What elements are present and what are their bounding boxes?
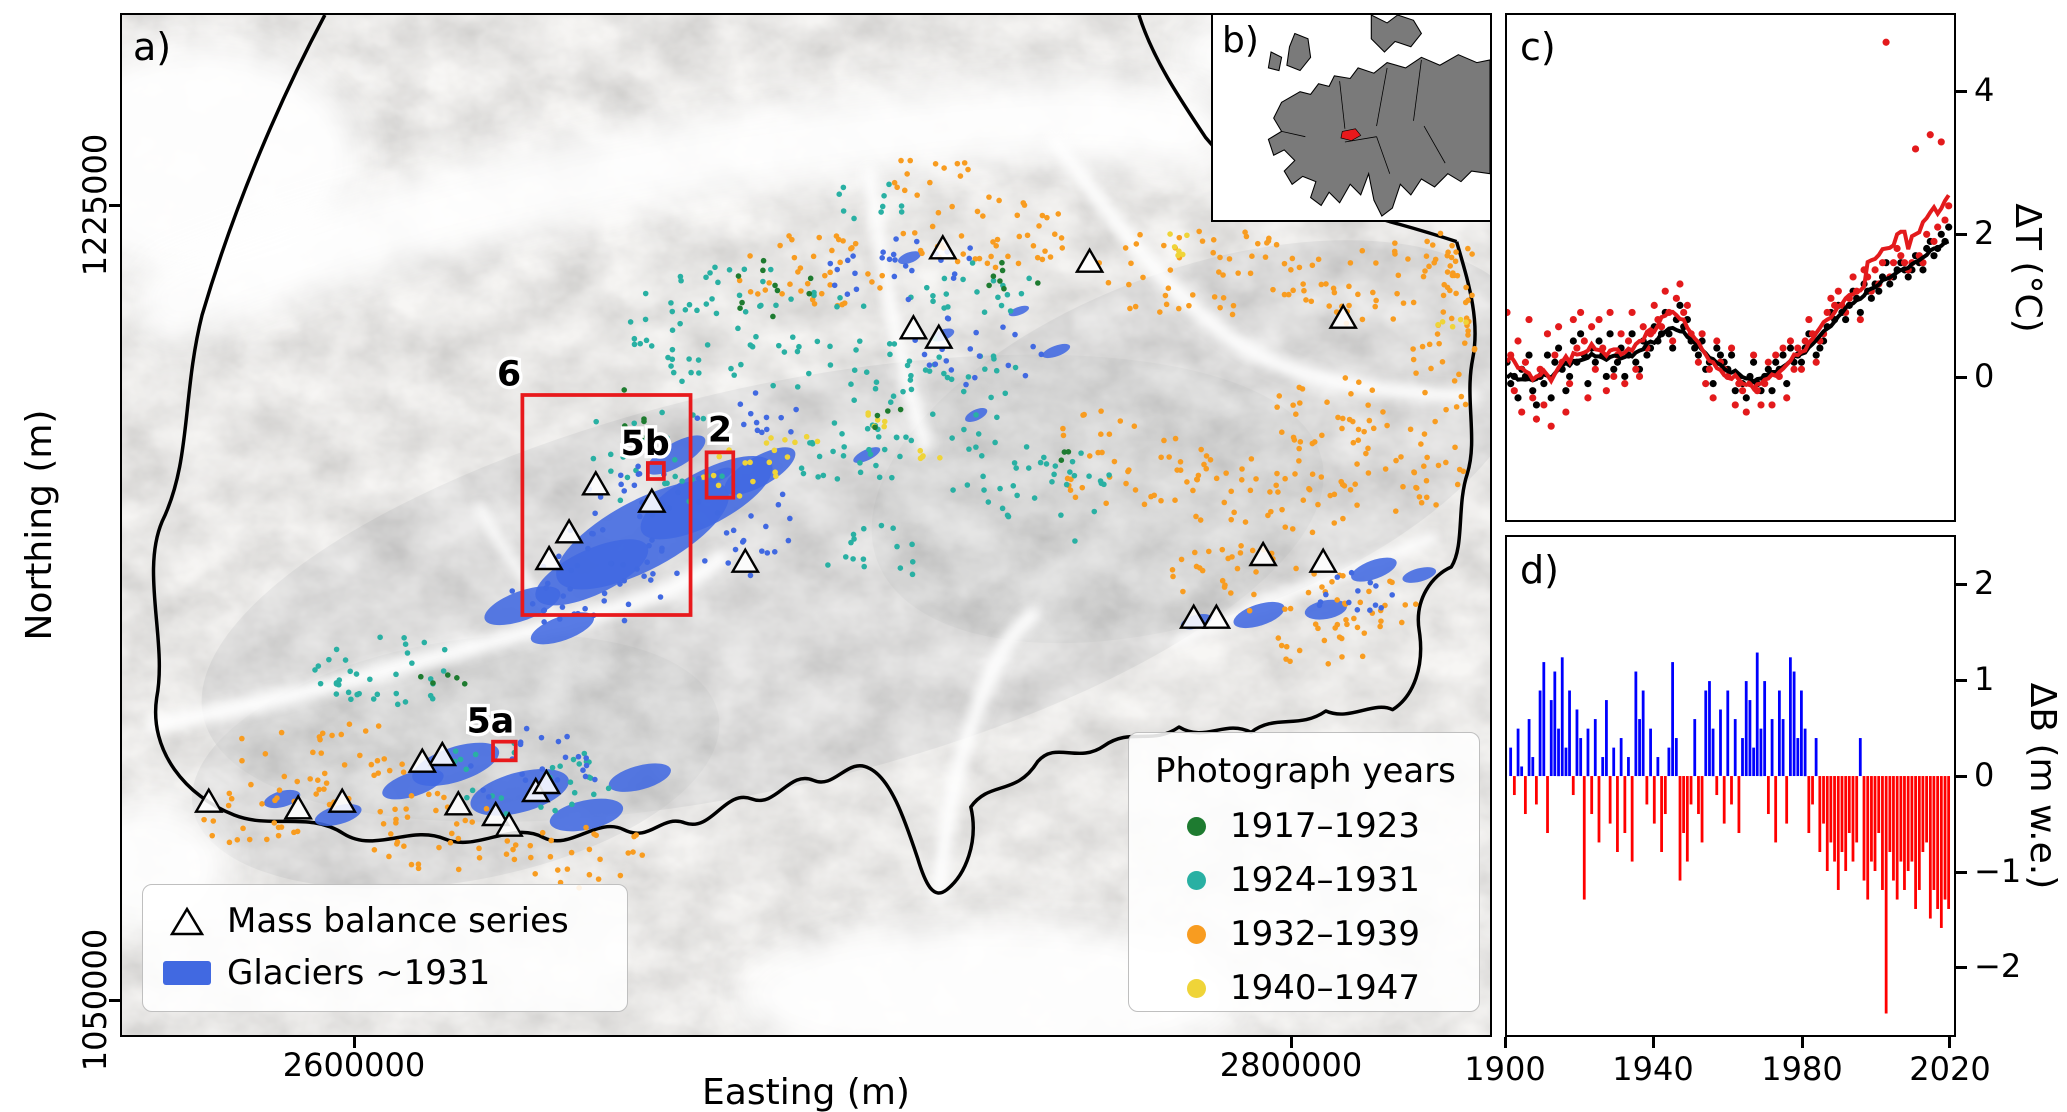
valley-ribbons [132,76,1481,901]
legend-row-1917-1923: 1917–1923 [1151,799,1479,853]
year-tick-1940: 1940 [1612,1050,1694,1088]
y-tick-mark [109,204,120,207]
db-tick-mark [1956,871,1967,874]
switzerland-map: 6 2 5b 5a [122,15,1490,1035]
great-britain [1286,32,1312,72]
legend-row-1924-1931: 1924–1931 [1151,853,1479,907]
panel-b-label: b) [1222,20,1259,61]
glacier-swatch-icon [161,961,213,985]
db-tick-mark [1956,966,1967,969]
smoothed-line-red [1507,194,1951,392]
year-tick-1900: 1900 [1464,1050,1546,1088]
temperature-chart [1507,38,1953,430]
scatter-black [1507,223,1953,409]
dt-tick-2: 2 [1974,214,1995,252]
green-dot-icon [1187,816,1206,836]
europe-landmass [1267,15,1490,217]
europe-inset-map [1213,15,1490,220]
db-tick-neg1: −1 [1974,852,2022,890]
dt-tick-mark [1956,233,1967,236]
focus-box-6 [520,393,693,617]
easting-axis-label: Easting (m) [702,1072,910,1112]
year-tick-mark [1948,1037,1951,1048]
map-legend: Mass balance series Glaciers ~1931 [142,884,628,1012]
legend-row-glaciers: Glaciers ~1931 [161,947,627,999]
legend-label: 1924–1931 [1230,860,1421,900]
panel-a-label: a) [133,25,172,69]
focus-boxes: 6 2 5b 5a [463,351,736,763]
dt-tick-mark [1956,90,1967,93]
x-tick-mark [353,1037,356,1048]
mass-balance-bars [1509,652,1951,1014]
y-tick-mark [109,999,120,1002]
x-tick-mark [1290,1037,1293,1048]
dt-axis-label: ΔT (°C) [2007,203,2048,333]
db-tick-mark [1956,583,1967,586]
dt-tick-mark [1956,376,1967,379]
easting-tick-2800000: 2800000 [1219,1046,1363,1084]
legend-row-mass-balance: Mass balance series [161,895,627,947]
legend-row-1932-1939: 1932–1939 [1151,907,1479,961]
db-tick-1: 1 [1974,660,1995,698]
triangle-marker-icon [161,905,213,937]
focus-box-label: 6 [497,355,521,395]
legend-label: 1917–1923 [1230,806,1421,846]
photograph-years-legend: Photograph years 1917–1923 1924–1931 193… [1128,732,1480,1012]
focus-box-5a [491,739,518,763]
focus-box-label: 2 [708,411,732,451]
smoothed-line-black [1507,239,1950,385]
legend-label: Mass balance series [227,901,569,941]
yellow-dot-icon [1187,978,1206,998]
easting-tick-2600000: 2600000 [282,1046,426,1084]
temperature-chart-panel [1505,13,1956,522]
mass-balance-triangles [193,233,1358,837]
legend-row-1940-1947: 1940–1947 [1151,961,1479,1015]
europe-inset [1211,13,1492,222]
year-tick-2020: 2020 [1909,1050,1991,1088]
ireland [1267,51,1283,72]
year-tick-1980: 1980 [1761,1050,1843,1088]
db-tick-mark [1956,775,1967,778]
db-tick-0: 0 [1974,756,1995,794]
focus-box-2 [704,450,736,500]
year-tick-mark [1504,1037,1507,1048]
mass-balance-chart [1509,652,1951,1014]
map-panel: 6 2 5b 5a [120,13,1492,1037]
photograph-years-title: Photograph years [1155,751,1456,791]
northing-axis-label: Northing (m) [19,409,60,641]
panel-d-label: d) [1520,548,1559,592]
dt-tick-4: 4 [1974,71,1995,109]
dt-tick-0: 0 [1974,357,1995,395]
year-tick-mark [1801,1037,1804,1048]
focus-box-label: 5b [621,424,670,464]
country-borders [1281,59,1446,174]
switzerland-highlight [1340,128,1362,141]
orange-dot-icon [1187,924,1206,944]
legend-label: Glaciers ~1931 [227,953,491,993]
db-axis-label: ΔB (m w.e.) [2022,682,2063,890]
scandinavia [1370,15,1423,53]
teal-dot-icon [1187,870,1206,890]
focus-box-label: 5a [467,701,515,741]
legend-label: 1940–1947 [1230,968,1421,1008]
db-tick-2: 2 [1974,564,1995,602]
panel-c-label: c) [1520,25,1556,69]
legend-label: 1932–1939 [1230,914,1421,954]
focus-box-5b [645,461,666,481]
year-tick-mark [1652,1037,1655,1048]
db-tick-mark [1956,679,1967,682]
mass-balance-chart-panel [1505,535,1956,1037]
db-tick-neg2: −2 [1974,947,2022,985]
